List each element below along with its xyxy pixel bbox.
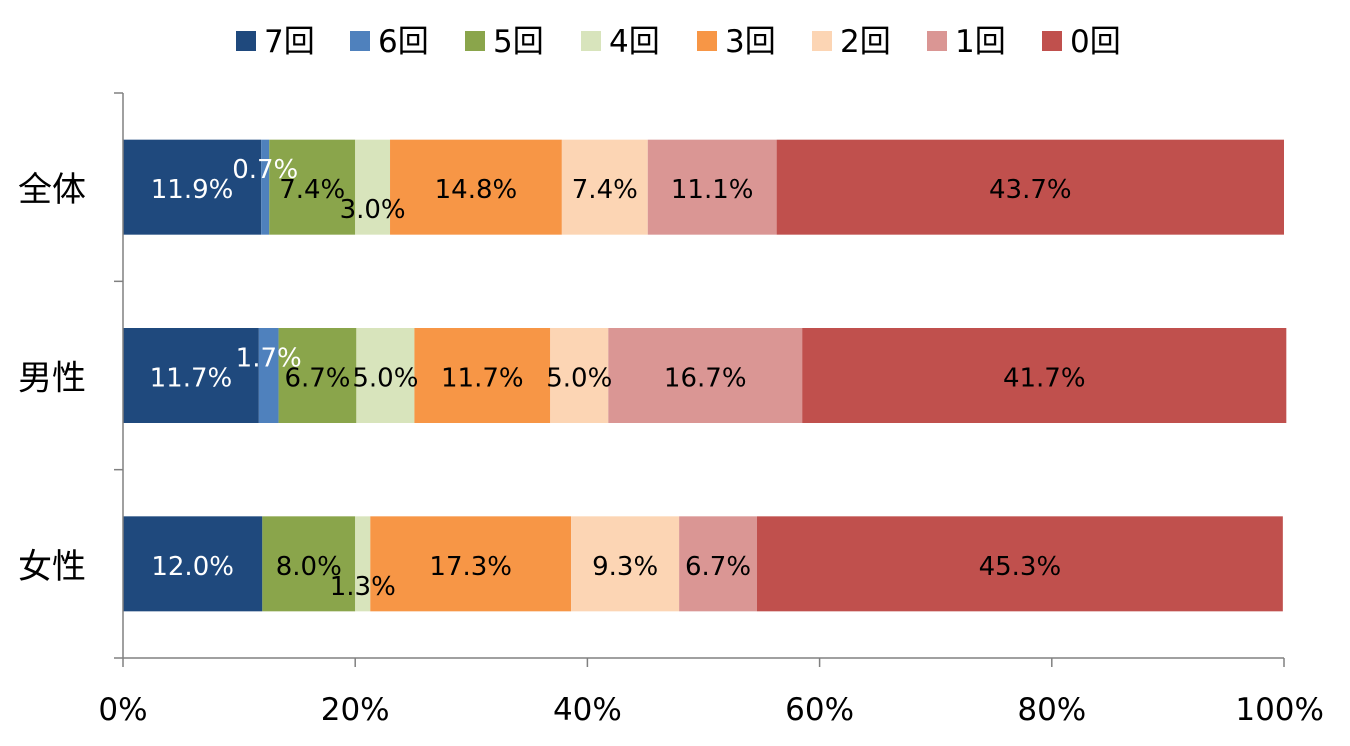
legend-item: 7回: [236, 24, 315, 60]
data-label: 1.3%: [330, 572, 396, 602]
legend-label: 2回: [840, 24, 891, 60]
data-label: 41.7%: [1003, 364, 1086, 394]
bar-segment: [258, 328, 279, 423]
bar-segment: [355, 516, 371, 612]
bar-segment: [123, 139, 262, 235]
bar-segment: [356, 328, 415, 423]
data-label: 11.7%: [441, 364, 524, 394]
data-label: 7.4%: [279, 175, 345, 205]
x-tick-label: 80%: [1017, 692, 1086, 728]
category-label: 女性: [18, 547, 86, 587]
data-label: 6.7%: [284, 364, 350, 394]
legend-swatch: [581, 31, 601, 51]
legend-label: 4回: [609, 24, 660, 60]
bar-segment: [390, 139, 562, 235]
data-label: 43.7%: [989, 175, 1072, 205]
bar-segment: [550, 328, 609, 423]
legend-item: 4回: [581, 24, 660, 60]
bar-segment: [355, 139, 391, 235]
legend-swatch: [927, 31, 947, 51]
legend-item: 0回: [1042, 24, 1121, 60]
bar-segment: [261, 139, 270, 235]
x-tick-label: 20%: [321, 692, 390, 728]
data-label: 3.0%: [340, 195, 406, 225]
data-labels: 11.9%0.7%7.4%3.0%14.8% 7.4% 11.1% 43.7%11.7…: [150, 155, 1086, 602]
data-label: 9.3%: [592, 552, 658, 582]
legend-swatch: [697, 31, 717, 51]
data-label: 12.0%: [151, 552, 234, 582]
bar-segment: [647, 139, 777, 235]
bar-segment: [776, 139, 1284, 235]
data-label: 6.7%: [685, 552, 751, 582]
legend-item: 1回: [927, 24, 1006, 60]
data-label: 5.0%: [546, 364, 612, 394]
bar-segment: [561, 139, 648, 235]
legend-label: 1回: [955, 24, 1006, 60]
x-tick-label: 60%: [785, 692, 854, 728]
legend-swatch: [812, 31, 832, 51]
legend-item: 3回: [697, 24, 776, 60]
category-label: 全体: [18, 170, 86, 210]
data-label: 11.7%: [150, 364, 233, 394]
legend-item: 6回: [350, 24, 429, 60]
bar-segment: [262, 516, 356, 612]
bar-segment: [802, 328, 1287, 423]
data-label: 5.0%: [352, 364, 418, 394]
legend-swatch: [1042, 31, 1062, 51]
data-label: 16.7%: [664, 364, 747, 394]
x-tick-label: 100%: [1235, 692, 1324, 728]
legend-label: 5回: [493, 24, 544, 60]
bar-segment: [679, 516, 757, 612]
bar-segment: [370, 516, 572, 612]
data-label: 11.1%: [671, 175, 754, 205]
legend-label: 7回: [264, 24, 315, 60]
data-label: 17.3%: [429, 552, 512, 582]
data-label: 11.9%: [151, 175, 234, 205]
legend-item: 5回: [465, 24, 544, 60]
bar-segment: [608, 328, 803, 423]
legend-label: 3回: [725, 24, 776, 60]
legend-label: 6回: [378, 24, 429, 60]
legend-swatch: [350, 31, 370, 51]
bar-segment: [123, 516, 263, 612]
x-tick-label: 0%: [98, 692, 147, 728]
bar-segment: [571, 516, 680, 612]
bar-segment: [414, 328, 551, 423]
bar-segment: [278, 328, 357, 423]
bar-segment: [123, 328, 259, 423]
bar-segment: [756, 516, 1283, 612]
data-label: 1.7%: [236, 344, 302, 374]
legend-swatch: [236, 31, 256, 51]
legend-label: 0回: [1070, 24, 1121, 60]
data-label: 8.0%: [276, 552, 342, 582]
plot-area: [123, 139, 1287, 612]
data-label: 14.8%: [435, 175, 518, 205]
legend: 7回 6回 5回 4回 3回 2回 1回 0回: [236, 24, 1121, 60]
legend-swatch: [465, 31, 485, 51]
x-tick-label: 40%: [553, 692, 622, 728]
bar-segment: [269, 139, 356, 235]
category-label: 男性: [18, 359, 86, 399]
legend-item: 2回: [812, 24, 891, 60]
data-label: 0.7%: [232, 155, 298, 185]
data-label: 45.3%: [979, 552, 1062, 582]
data-label: 7.4%: [572, 175, 638, 205]
